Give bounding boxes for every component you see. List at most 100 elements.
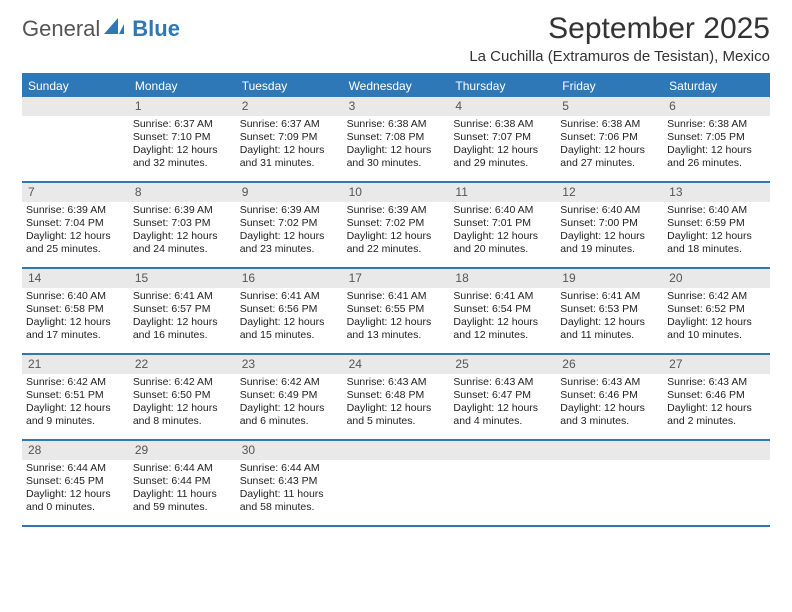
calendar-cell: 3Sunrise: 6:38 AMSunset: 7:08 PMDaylight… bbox=[343, 97, 450, 181]
day-number bbox=[663, 441, 770, 460]
daylight-text: Daylight: 12 hours bbox=[133, 230, 232, 243]
day-number: 30 bbox=[236, 441, 343, 460]
calendar-cell: 6Sunrise: 6:38 AMSunset: 7:05 PMDaylight… bbox=[663, 97, 770, 181]
day-details: Sunrise: 6:42 AMSunset: 6:52 PMDaylight:… bbox=[663, 288, 770, 349]
day-number: 7 bbox=[22, 183, 129, 202]
daylight-text: and 15 minutes. bbox=[240, 329, 339, 342]
daylight-text: and 19 minutes. bbox=[560, 243, 659, 256]
calendar-cell: 21Sunrise: 6:42 AMSunset: 6:51 PMDayligh… bbox=[22, 355, 129, 439]
sunrise-text: Sunrise: 6:37 AM bbox=[240, 118, 339, 131]
day-details bbox=[22, 116, 129, 124]
sunrise-text: Sunrise: 6:38 AM bbox=[347, 118, 446, 131]
sunrise-text: Sunrise: 6:42 AM bbox=[240, 376, 339, 389]
calendar-cell: 18Sunrise: 6:41 AMSunset: 6:54 PMDayligh… bbox=[449, 269, 556, 353]
day-details: Sunrise: 6:38 AMSunset: 7:08 PMDaylight:… bbox=[343, 116, 450, 177]
day-details: Sunrise: 6:40 AMSunset: 7:01 PMDaylight:… bbox=[449, 202, 556, 263]
sunrise-text: Sunrise: 6:40 AM bbox=[453, 204, 552, 217]
calendar-cell: 16Sunrise: 6:41 AMSunset: 6:56 PMDayligh… bbox=[236, 269, 343, 353]
sunset-text: Sunset: 6:43 PM bbox=[240, 475, 339, 488]
day-details: Sunrise: 6:41 AMSunset: 6:55 PMDaylight:… bbox=[343, 288, 450, 349]
daylight-text: Daylight: 12 hours bbox=[133, 402, 232, 415]
daylight-text: Daylight: 11 hours bbox=[240, 488, 339, 501]
day-number: 18 bbox=[449, 269, 556, 288]
calendar-cell: 27Sunrise: 6:43 AMSunset: 6:46 PMDayligh… bbox=[663, 355, 770, 439]
sunrise-text: Sunrise: 6:43 AM bbox=[453, 376, 552, 389]
day-number: 16 bbox=[236, 269, 343, 288]
day-details: Sunrise: 6:37 AMSunset: 7:09 PMDaylight:… bbox=[236, 116, 343, 177]
daylight-text: and 27 minutes. bbox=[560, 157, 659, 170]
day-number: 13 bbox=[663, 183, 770, 202]
sunrise-text: Sunrise: 6:41 AM bbox=[560, 290, 659, 303]
calendar-cell: 22Sunrise: 6:42 AMSunset: 6:50 PMDayligh… bbox=[129, 355, 236, 439]
daylight-text: and 22 minutes. bbox=[347, 243, 446, 256]
sunrise-text: Sunrise: 6:38 AM bbox=[560, 118, 659, 131]
daylight-text: Daylight: 12 hours bbox=[667, 230, 766, 243]
calendar-cell bbox=[343, 441, 450, 525]
daylight-text: Daylight: 12 hours bbox=[453, 316, 552, 329]
day-number: 14 bbox=[22, 269, 129, 288]
sunrise-text: Sunrise: 6:38 AM bbox=[453, 118, 552, 131]
daylight-text: Daylight: 12 hours bbox=[667, 402, 766, 415]
sunset-text: Sunset: 7:04 PM bbox=[26, 217, 125, 230]
sunrise-text: Sunrise: 6:43 AM bbox=[560, 376, 659, 389]
daylight-text: and 20 minutes. bbox=[453, 243, 552, 256]
sunset-text: Sunset: 7:03 PM bbox=[133, 217, 232, 230]
logo-text-blue: Blue bbox=[132, 16, 180, 42]
daylight-text: Daylight: 12 hours bbox=[667, 316, 766, 329]
calendar-cell bbox=[663, 441, 770, 525]
sunset-text: Sunset: 6:52 PM bbox=[667, 303, 766, 316]
day-details: Sunrise: 6:43 AMSunset: 6:46 PMDaylight:… bbox=[663, 374, 770, 435]
sunrise-text: Sunrise: 6:39 AM bbox=[347, 204, 446, 217]
daylight-text: and 59 minutes. bbox=[133, 501, 232, 514]
day-details: Sunrise: 6:40 AMSunset: 6:58 PMDaylight:… bbox=[22, 288, 129, 349]
day-number: 26 bbox=[556, 355, 663, 374]
sunrise-text: Sunrise: 6:39 AM bbox=[133, 204, 232, 217]
day-details: Sunrise: 6:40 AMSunset: 7:00 PMDaylight:… bbox=[556, 202, 663, 263]
sunrise-text: Sunrise: 6:41 AM bbox=[347, 290, 446, 303]
daylight-text: Daylight: 12 hours bbox=[347, 144, 446, 157]
daylight-text: and 24 minutes. bbox=[133, 243, 232, 256]
calendar-cell: 8Sunrise: 6:39 AMSunset: 7:03 PMDaylight… bbox=[129, 183, 236, 267]
calendar-cell bbox=[449, 441, 556, 525]
sunset-text: Sunset: 7:02 PM bbox=[347, 217, 446, 230]
sunset-text: Sunset: 6:47 PM bbox=[453, 389, 552, 402]
calendar-cell bbox=[22, 97, 129, 181]
daylight-text: Daylight: 12 hours bbox=[560, 402, 659, 415]
calendar-cell: 19Sunrise: 6:41 AMSunset: 6:53 PMDayligh… bbox=[556, 269, 663, 353]
month-title: September 2025 bbox=[469, 12, 770, 46]
sunset-text: Sunset: 6:56 PM bbox=[240, 303, 339, 316]
daylight-text: and 0 minutes. bbox=[26, 501, 125, 514]
daylight-text: Daylight: 12 hours bbox=[240, 144, 339, 157]
day-number: 5 bbox=[556, 97, 663, 116]
daylight-text: Daylight: 12 hours bbox=[347, 316, 446, 329]
daylight-text: and 4 minutes. bbox=[453, 415, 552, 428]
sunrise-text: Sunrise: 6:43 AM bbox=[667, 376, 766, 389]
daylight-text: and 30 minutes. bbox=[347, 157, 446, 170]
sunset-text: Sunset: 7:00 PM bbox=[560, 217, 659, 230]
weekday-label: Wednesday bbox=[343, 75, 450, 97]
day-details: Sunrise: 6:39 AMSunset: 7:04 PMDaylight:… bbox=[22, 202, 129, 263]
sunrise-text: Sunrise: 6:37 AM bbox=[133, 118, 232, 131]
daylight-text: and 17 minutes. bbox=[26, 329, 125, 342]
day-number: 12 bbox=[556, 183, 663, 202]
calendar-cell: 15Sunrise: 6:41 AMSunset: 6:57 PMDayligh… bbox=[129, 269, 236, 353]
sunrise-text: Sunrise: 6:44 AM bbox=[133, 462, 232, 475]
daylight-text: Daylight: 12 hours bbox=[347, 230, 446, 243]
day-details: Sunrise: 6:41 AMSunset: 6:57 PMDaylight:… bbox=[129, 288, 236, 349]
weekday-label: Sunday bbox=[22, 75, 129, 97]
calendar-cell: 1Sunrise: 6:37 AMSunset: 7:10 PMDaylight… bbox=[129, 97, 236, 181]
daylight-text: Daylight: 12 hours bbox=[347, 402, 446, 415]
calendar-cell: 23Sunrise: 6:42 AMSunset: 6:49 PMDayligh… bbox=[236, 355, 343, 439]
calendar-cell: 14Sunrise: 6:40 AMSunset: 6:58 PMDayligh… bbox=[22, 269, 129, 353]
title-block: September 2025 La Cuchilla (Extramuros d… bbox=[469, 12, 770, 65]
day-number: 19 bbox=[556, 269, 663, 288]
day-details: Sunrise: 6:44 AMSunset: 6:44 PMDaylight:… bbox=[129, 460, 236, 521]
day-number bbox=[449, 441, 556, 460]
day-number: 25 bbox=[449, 355, 556, 374]
daylight-text: and 9 minutes. bbox=[26, 415, 125, 428]
day-number bbox=[556, 441, 663, 460]
daylight-text: and 29 minutes. bbox=[453, 157, 552, 170]
day-number: 9 bbox=[236, 183, 343, 202]
sunset-text: Sunset: 6:50 PM bbox=[133, 389, 232, 402]
day-number: 20 bbox=[663, 269, 770, 288]
